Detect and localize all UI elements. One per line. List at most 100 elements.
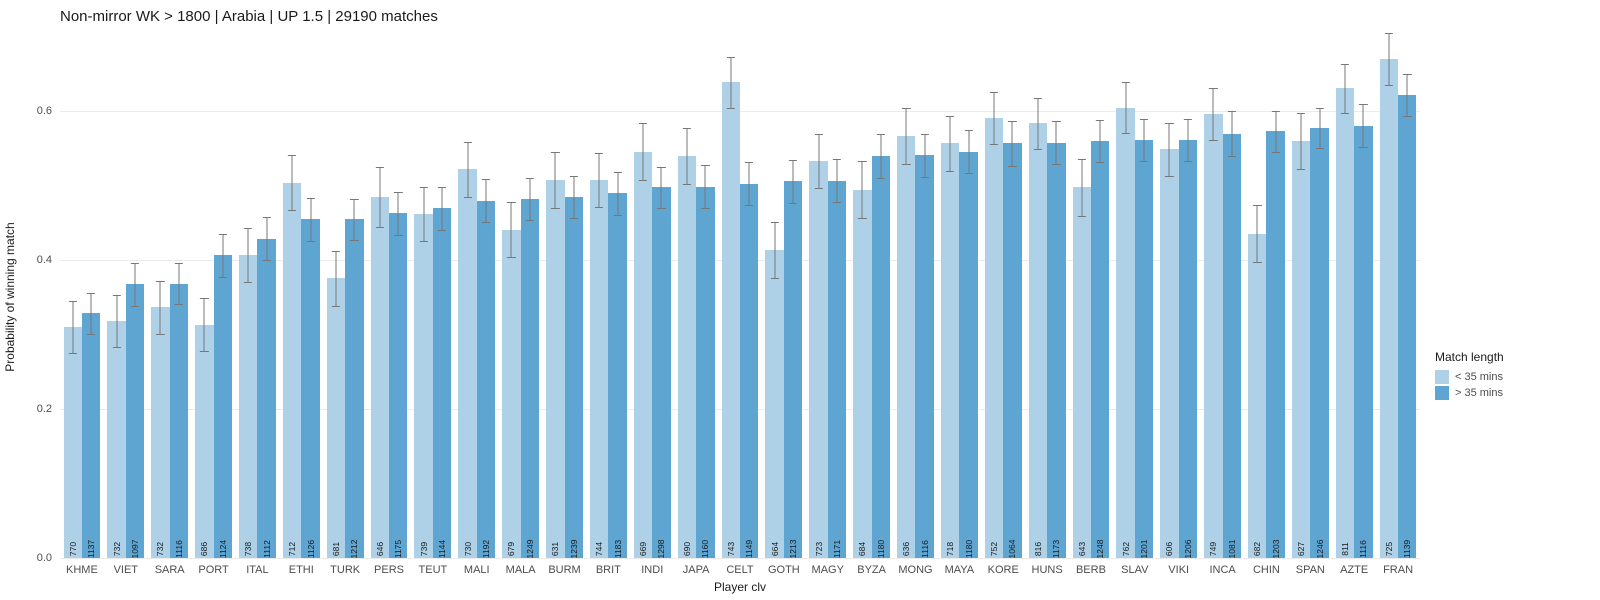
- bar: [195, 325, 213, 558]
- errorbar-cap: [657, 208, 665, 209]
- errorbar: [72, 301, 73, 353]
- x-tick-label: MALA: [506, 564, 536, 576]
- bar: [170, 284, 188, 558]
- bar: [1354, 126, 1372, 559]
- errorbar-cap: [288, 210, 296, 211]
- bar: [433, 208, 451, 558]
- legend-swatch-lt35: [1435, 370, 1449, 384]
- errorbar-cap: [306, 241, 314, 242]
- errorbar-cap: [1228, 156, 1236, 157]
- errorbar-cap: [1184, 161, 1192, 162]
- bar-count-label: 718: [945, 542, 955, 556]
- errorbar-cap: [727, 108, 735, 109]
- x-tick-label: BURM: [548, 564, 580, 576]
- bar-count-label: 732: [112, 542, 122, 556]
- bar-count-label: 669: [638, 542, 648, 556]
- errorbar: [880, 134, 881, 177]
- bar-count-label: 1139: [1402, 540, 1412, 558]
- errorbar-cap: [1403, 74, 1411, 75]
- errorbar-cap: [262, 217, 270, 218]
- bar: [389, 213, 407, 558]
- errorbar-cap: [1008, 166, 1016, 167]
- bar-count-label: 744: [594, 542, 604, 556]
- bar-count-label: 739: [419, 542, 429, 556]
- errorbar-cap: [1315, 108, 1323, 109]
- errorbar-cap: [376, 227, 384, 228]
- bar: [1091, 141, 1109, 558]
- errorbar-cap: [946, 171, 954, 172]
- errorbar: [818, 134, 819, 188]
- errorbar: [310, 198, 311, 241]
- x-tick-label: SLAV: [1121, 564, 1148, 576]
- bar: [214, 255, 232, 558]
- errorbar-cap: [639, 123, 647, 124]
- bar: [959, 152, 977, 558]
- errorbar-cap: [701, 208, 709, 209]
- bar: [1047, 143, 1065, 558]
- legend-item-lt35: < 35 mins: [1435, 370, 1504, 384]
- errorbar: [793, 160, 794, 203]
- errorbar-cap: [438, 230, 446, 231]
- errorbar: [423, 187, 424, 241]
- bar-count-label: 664: [770, 542, 780, 556]
- gridline: [60, 558, 1420, 559]
- errorbar-cap: [87, 293, 95, 294]
- bar: [765, 250, 783, 558]
- y-tick-label: 0.6: [12, 105, 52, 117]
- bar: [458, 169, 476, 558]
- errorbar-cap: [745, 205, 753, 206]
- errorbar-cap: [87, 334, 95, 335]
- errorbar: [248, 228, 249, 282]
- errorbar-cap: [306, 198, 314, 199]
- chart-title: Non-mirror WK > 1800 | Arabia | UP 1.5 |…: [60, 8, 438, 25]
- errorbar-cap: [1341, 113, 1349, 114]
- errorbar: [1363, 104, 1364, 147]
- errorbar-cap: [507, 257, 515, 258]
- x-tick-label: PERS: [374, 564, 404, 576]
- errorbar-cap: [570, 218, 578, 219]
- errorbar-cap: [921, 134, 929, 135]
- errorbar-cap: [1253, 205, 1261, 206]
- errorbar-cap: [1121, 133, 1129, 134]
- errorbar: [178, 263, 179, 305]
- bar-count-label: 738: [243, 542, 253, 556]
- errorbar-cap: [1359, 104, 1367, 105]
- bar-count-label: 1160: [700, 540, 710, 558]
- errorbar-cap: [1165, 176, 1173, 177]
- errorbar: [774, 222, 775, 279]
- bar-count-label: 1203: [1271, 540, 1281, 559]
- errorbar-cap: [551, 208, 559, 209]
- bar-count-label: 1144: [437, 540, 447, 558]
- errorbar-cap: [1096, 120, 1104, 121]
- errorbar-cap: [613, 172, 621, 173]
- legend-item-gt35: > 35 mins: [1435, 386, 1504, 400]
- errorbar-cap: [877, 134, 885, 135]
- bar: [301, 219, 319, 558]
- errorbar-cap: [858, 161, 866, 162]
- bar-count-label: 1116: [1358, 540, 1368, 558]
- bar-count-label: 690: [682, 542, 692, 556]
- bar-count-label: 1124: [218, 540, 228, 558]
- errorbar: [749, 162, 750, 205]
- bar: [151, 307, 169, 558]
- bar: [414, 214, 432, 558]
- x-tick-label: PORT: [198, 564, 228, 576]
- bar: [634, 152, 652, 558]
- errorbar: [924, 134, 925, 177]
- bar: [1266, 131, 1284, 558]
- bar: [565, 197, 583, 558]
- errorbar: [335, 251, 336, 306]
- bar: [985, 118, 1003, 558]
- errorbar: [266, 217, 267, 260]
- bar: [126, 284, 144, 558]
- bar: [853, 190, 871, 558]
- y-tick-label: 0.2: [12, 403, 52, 415]
- bar: [915, 155, 933, 558]
- bar: [502, 230, 520, 558]
- errorbar: [1344, 64, 1345, 113]
- legend-label-lt35: < 35 mins: [1455, 371, 1503, 383]
- errorbar-cap: [1403, 116, 1411, 117]
- bar: [64, 327, 82, 558]
- bar: [809, 161, 827, 558]
- x-tick-label: FRAN: [1383, 564, 1413, 576]
